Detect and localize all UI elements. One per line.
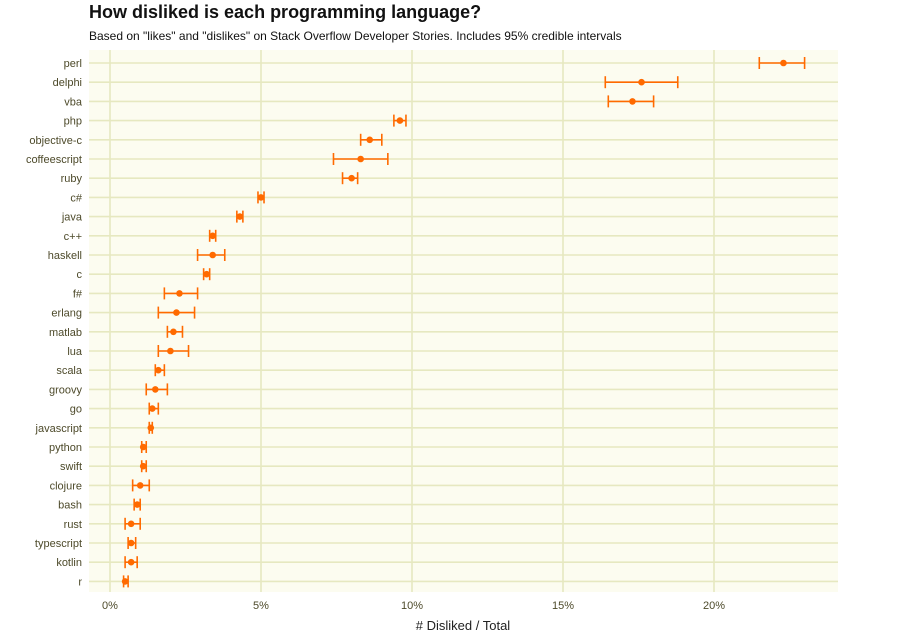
y-tick-label: kotlin: [56, 557, 82, 569]
x-tick-label: 15%: [552, 600, 574, 612]
y-tick-label: coffeescript: [26, 154, 82, 166]
x-tick-labels: 0% 5% 10% 15% 20%: [102, 600, 725, 612]
data-point: [209, 251, 216, 259]
y-tick-label: c#: [70, 192, 83, 204]
y-tick-label: objective-c: [29, 135, 82, 147]
data-point: [348, 174, 355, 182]
data-point: [780, 59, 787, 67]
y-tick-label: javascript: [35, 423, 82, 435]
data-point: [127, 520, 135, 528]
y-tick-label: haskell: [48, 250, 82, 262]
y-tick-label: python: [49, 442, 82, 454]
y-tick-label: bash: [58, 500, 82, 512]
data-point: [257, 194, 265, 201]
data-point: [236, 213, 244, 220]
y-tick-label: vba: [64, 96, 83, 108]
data-point: [139, 443, 147, 451]
y-tick-label: swift: [60, 461, 82, 473]
x-tick-label: 0%: [102, 600, 118, 612]
data-point: [127, 539, 135, 547]
data-point: [209, 232, 216, 240]
data-point: [136, 482, 144, 489]
y-tick-label: rust: [64, 519, 82, 531]
data-point: [147, 424, 155, 432]
data-point: [638, 78, 645, 86]
data-point: [148, 405, 156, 412]
data-point: [121, 578, 129, 585]
y-tick-labels: perl delphi vba php objective-c coffeescript r…: [26, 58, 83, 588]
data-point: [176, 290, 183, 297]
y-tick-label: lua: [67, 346, 83, 358]
data-point: [167, 347, 174, 355]
data-point: [396, 117, 404, 124]
data-point: [173, 309, 180, 316]
plot-background: [89, 50, 838, 592]
data-point: [152, 386, 159, 393]
y-tick-label: php: [64, 116, 82, 128]
data-point: [203, 270, 210, 278]
y-tick-label: java: [61, 212, 83, 224]
y-tick-label: erlang: [51, 308, 82, 320]
y-tick-label: c++: [64, 231, 82, 243]
x-tick-label: 10%: [401, 600, 423, 612]
y-tick-label: groovy: [49, 384, 83, 396]
x-tick-label: 5%: [253, 600, 269, 612]
y-tick-label: delphi: [53, 77, 82, 89]
y-tick-label: clojure: [50, 480, 82, 492]
data-point: [366, 136, 374, 144]
data-point: [357, 155, 364, 163]
data-point: [170, 328, 177, 336]
y-tick-label: ruby: [61, 173, 83, 185]
data-point: [139, 462, 147, 470]
y-tick-label: typescript: [35, 538, 82, 550]
chart-title: How disliked is each programming languag…: [89, 2, 482, 22]
x-axis-title: # Disliked / Total: [416, 618, 511, 633]
data-point: [127, 558, 135, 566]
chart-subtitle: Based on "likes" and "dislikes" on Stack…: [89, 29, 622, 43]
y-tick-label: scala: [56, 365, 83, 377]
y-tick-label: matlab: [49, 327, 82, 339]
x-tick-label: 20%: [703, 600, 725, 612]
y-tick-label: c: [77, 269, 83, 281]
data-point: [133, 501, 141, 508]
y-tick-label: perl: [64, 58, 82, 70]
y-tick-label: go: [70, 404, 82, 416]
y-tick-label: f#: [73, 288, 83, 300]
y-tick-label: r: [78, 576, 82, 588]
data-points: [121, 59, 787, 585]
data-point: [155, 366, 162, 374]
data-point: [629, 98, 636, 105]
